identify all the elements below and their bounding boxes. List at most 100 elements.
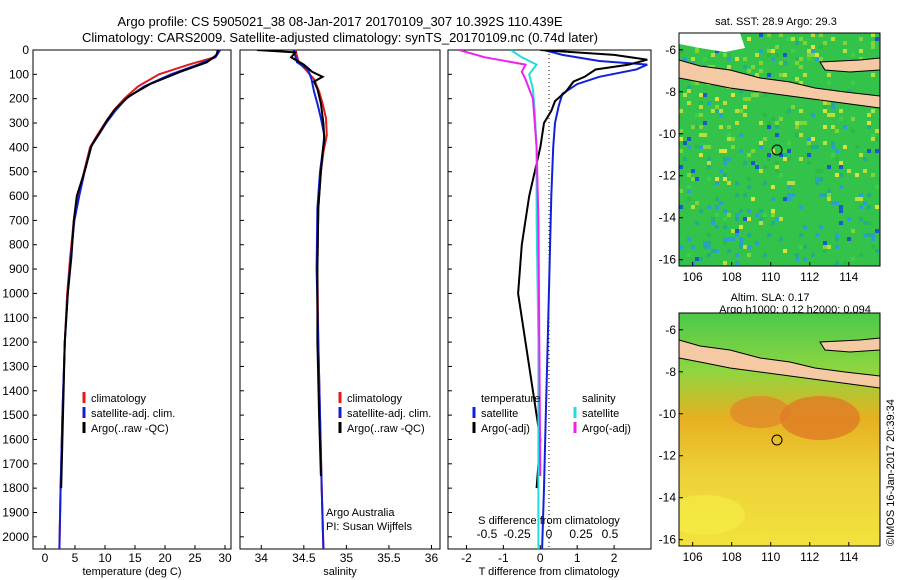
sst-pixel xyxy=(727,133,731,137)
sst-pixel xyxy=(727,65,731,69)
sst-pixel xyxy=(679,189,683,193)
sst-pixel xyxy=(723,173,727,177)
s-difference-label: S difference from climatology xyxy=(478,515,620,527)
difference-profile-xtick-label: 1 xyxy=(574,551,581,565)
sst-pixel xyxy=(875,249,879,253)
sla-map-ytick-label: -6 xyxy=(665,323,676,337)
sst-pixel xyxy=(691,57,695,61)
difference-profile-series-t-argo-adj- xyxy=(517,50,648,489)
sst-pixel xyxy=(839,117,843,121)
sst-pixel xyxy=(831,125,835,129)
annotation-argo-australia: Argo Australia xyxy=(326,507,395,519)
sst-pixel xyxy=(723,149,727,153)
sst-pixel xyxy=(723,161,727,165)
temperature-profile-ytick-label: 100 xyxy=(9,67,29,81)
sst-pixel xyxy=(763,165,767,169)
sst-pixel xyxy=(867,193,871,197)
sst-pixel xyxy=(739,89,743,93)
sst-pixel xyxy=(767,233,771,237)
sst-pixel xyxy=(711,65,715,69)
sst-pixel xyxy=(819,45,823,49)
sst-pixel xyxy=(719,149,723,153)
sst-pixel xyxy=(727,157,731,161)
sst-pixel xyxy=(715,197,719,201)
sst-pixel xyxy=(771,209,775,213)
sst-pixel xyxy=(799,233,803,237)
sla-high-patch-east xyxy=(780,396,860,440)
sst-pixel xyxy=(683,141,687,145)
sst-pixel xyxy=(691,169,695,173)
sla-map-ytick-label: -16 xyxy=(659,533,677,547)
sst-pixel xyxy=(855,145,859,149)
sst-pixel xyxy=(811,49,815,53)
sst-pixel xyxy=(679,149,683,153)
sst-pixel xyxy=(695,145,699,149)
temperature-profile-xtick-label: 10 xyxy=(98,551,112,565)
difference-profile-xtick-label: -1 xyxy=(498,551,509,565)
sst-pixel xyxy=(767,157,771,161)
temperature-profile-ytick-label: 800 xyxy=(9,238,29,252)
sst-pixel xyxy=(815,57,819,61)
sst-pixel xyxy=(775,125,779,129)
s-diff-tick-label: -0.25 xyxy=(503,527,531,541)
sst-pixel xyxy=(759,121,763,125)
sst-pixel xyxy=(871,109,875,113)
sst-pixel xyxy=(703,57,707,61)
sst-pixel xyxy=(787,109,791,113)
sst-pixel xyxy=(799,65,803,69)
sst-pixel xyxy=(683,57,687,61)
temperature-profile-series-argo-raw-qc- xyxy=(60,50,219,489)
sst-pixel xyxy=(803,245,807,249)
sst-pixel xyxy=(827,193,831,197)
sla-map-panel: Altim. SLA: 0.17 Argo h1000: 0.12 h2000:… xyxy=(659,292,881,564)
temperature-profile-ytick-label: 1000 xyxy=(2,286,29,300)
sst-pixel xyxy=(787,193,791,197)
sst-pixel xyxy=(815,53,819,57)
sst-pixel xyxy=(811,45,815,49)
sst-pixel xyxy=(707,157,711,161)
sst-pixel xyxy=(835,173,839,177)
sst-pixel xyxy=(867,233,871,237)
sst-pixel xyxy=(727,213,731,217)
sst-pixel xyxy=(775,133,779,137)
sst-pixel xyxy=(699,101,703,105)
salinity-legend: climatology satellite-adj. clim. Argo(..ra… xyxy=(338,392,431,435)
sst-pixel xyxy=(763,213,767,217)
sst-pixel xyxy=(807,49,811,53)
sst-pixel xyxy=(859,193,863,197)
sst-pixel xyxy=(679,129,683,133)
sst-pixel xyxy=(771,149,775,153)
sst-pixel xyxy=(723,217,727,221)
sst-pixel xyxy=(683,93,687,97)
temperature-profile-xtick-label: 5 xyxy=(72,551,79,565)
sst-pixel xyxy=(715,181,719,185)
sst-pixel xyxy=(803,257,807,261)
sst-pixel xyxy=(703,133,707,137)
temperature-profile-ytick-label: 300 xyxy=(9,116,29,130)
temperature-profile-ytick-label: 1600 xyxy=(2,432,29,446)
legend-title-temperature: temperature xyxy=(481,393,540,405)
sst-pixel xyxy=(799,37,803,41)
temperature-profile-series-climatology xyxy=(58,50,221,549)
argo-location-marker-sla xyxy=(771,434,783,446)
sst-pixel xyxy=(791,105,795,109)
sst-pixel xyxy=(767,53,771,57)
sst-pixel xyxy=(743,105,747,109)
sst-pixel xyxy=(767,153,771,157)
sst-pixel xyxy=(787,185,791,189)
sst-pixel xyxy=(791,181,795,185)
sst-pixel xyxy=(735,233,739,237)
sst-pixel xyxy=(787,181,791,185)
sst-pixel xyxy=(795,253,799,257)
sst-pixel xyxy=(707,165,711,169)
sst-pixel xyxy=(691,245,695,249)
sst-pixel xyxy=(815,169,819,173)
sst-pixel xyxy=(687,137,691,141)
sst-pixel xyxy=(775,169,779,173)
sst-pixel xyxy=(759,69,763,73)
sst-pixel xyxy=(747,185,751,189)
sst-pixel xyxy=(755,165,759,169)
sst-map-frame xyxy=(678,32,881,267)
sst-pixel xyxy=(783,149,787,153)
sst-pixel xyxy=(795,41,799,45)
